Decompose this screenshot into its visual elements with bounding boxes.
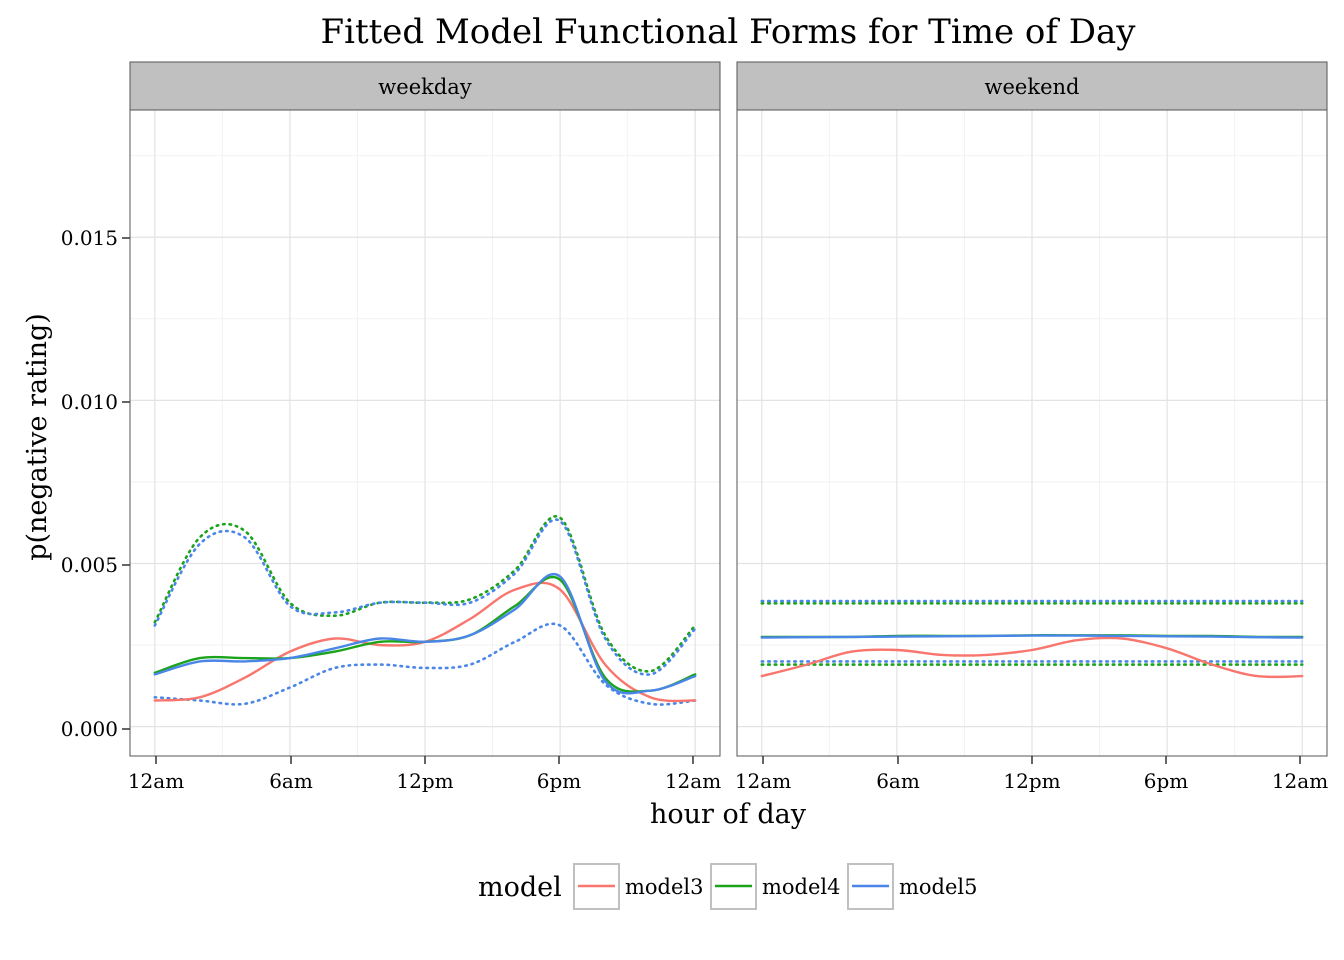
x-tick-label: 6pm [537,769,582,793]
x-tick-label: 12pm [396,769,453,793]
x-tick-label: 12am [735,769,791,793]
series-line-model4-interval [153,514,697,673]
x-axis: 12am 6am 12pm 6pm 12am 12am 6am 12pm 6pm… [128,756,1328,830]
x-tick-label: 12pm [1003,769,1060,793]
x-tick-label: 6am [269,769,313,793]
series-lines-weekend [760,599,1304,679]
legend: model model3 model4 model5 [478,863,978,910]
legend-title: model [478,872,562,903]
strip-weekday [129,61,721,111]
legend-label-model4: model4 [762,875,841,899]
x-tick-label: 6pm [1144,769,1189,793]
y-axis: 0.000 0.005 0.010 0.015 p(negative ratin… [22,226,130,741]
legend-item-model5: model5 [847,863,978,910]
legend-label-model5: model5 [899,875,978,899]
series-lines-weekday [153,514,697,706]
y-tick-label: 0.010 [61,390,118,414]
y-tick-label: 0.005 [61,553,118,577]
series-line-model5-interval [153,518,697,676]
y-tick-label: 0.000 [61,717,118,741]
legend-item-model3: model3 [573,863,704,910]
strip-label-weekday: weekday [378,75,472,99]
panel-weekday: weekday [129,61,721,757]
strip-label-weekend: weekend [985,75,1080,99]
y-axis-label: p(negative rating) [22,313,53,561]
x-tick-label: 12am [1272,769,1328,793]
x-axis-label: hour of day [650,799,807,830]
series-line-model3 [760,636,1304,679]
legend-label-model3: model3 [625,875,704,899]
panel-weekend: weekend [736,61,1328,757]
x-tick-label: 6am [876,769,920,793]
gridlines-weekday [130,110,720,756]
y-tick-label: 0.015 [61,226,118,250]
x-tick-label: 12am [665,769,721,793]
legend-item-model4: model4 [710,863,841,910]
chart-title: Fitted Model Functional Forms for Time o… [320,12,1136,52]
series-line-model5-interval [153,622,697,706]
series-line-model5 [153,573,697,695]
strip-weekend [736,61,1328,111]
x-tick-label: 12am [128,769,184,793]
series-line-model5 [760,634,1304,639]
